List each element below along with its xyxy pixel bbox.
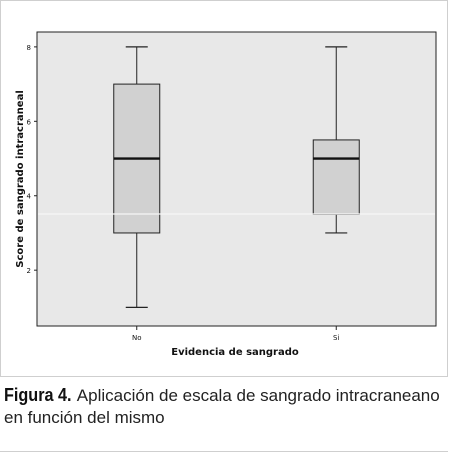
box-iqr bbox=[312, 139, 360, 215]
x-tick-label-1: Si bbox=[333, 334, 339, 342]
plot-area bbox=[36, 31, 437, 327]
box-no bbox=[113, 46, 161, 308]
x-axis: No Si bbox=[132, 326, 339, 342]
y-tick-label-4: 4 bbox=[27, 193, 32, 201]
y-axis: 2 4 6 8 bbox=[27, 44, 37, 275]
y-tick-label-8: 8 bbox=[27, 44, 31, 52]
boxplot-chart: 2 4 6 8 No Si Score de sangrado intracraneal… bbox=[15, 31, 437, 358]
box-si bbox=[312, 46, 360, 234]
x-tick-label-0: No bbox=[132, 334, 142, 342]
boxes bbox=[113, 46, 360, 308]
y-tick-label-2: 2 bbox=[27, 267, 31, 275]
figure-caption: Figura 4. Aplicación de escala de sangra… bbox=[4, 384, 444, 429]
y-tick-label-6: 6 bbox=[27, 118, 32, 126]
caption-text: Aplicación de escala de sangrado intracr… bbox=[4, 386, 440, 427]
caption-label: Figura 4. bbox=[4, 385, 72, 405]
y-axis-label: Score de sangrado intracraneal bbox=[15, 90, 26, 267]
divider bbox=[0, 451, 448, 452]
x-axis-label: Evidencia de sangrado bbox=[171, 347, 299, 358]
